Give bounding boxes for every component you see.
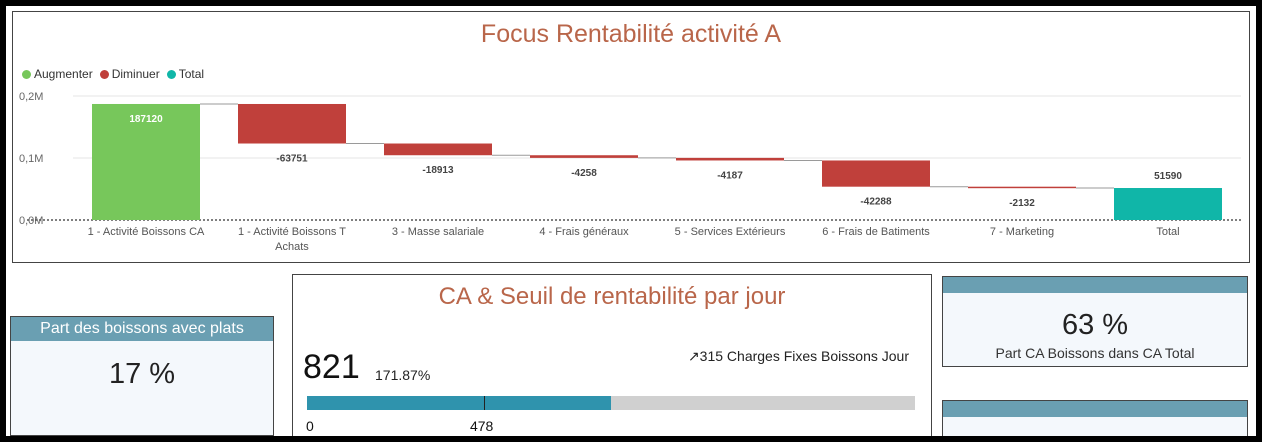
report-canvas: Focus Rentabilité activité A Augmenter Di…	[6, 6, 1256, 436]
legend-item[interactable]: Augmenter	[22, 67, 93, 81]
waterfall-visual[interactable]: Focus Rentabilité activité A Augmenter Di…	[12, 11, 1250, 263]
category-label: 7 - Marketing	[990, 226, 1054, 238]
chart-legend: Augmenter Diminuer Total	[22, 67, 204, 81]
gauge-value: 821	[303, 348, 360, 386]
waterfall-bar	[530, 155, 638, 158]
category-label: 5 - Services Extérieurs	[675, 226, 786, 238]
legend-dot-icon	[99, 69, 109, 79]
waterfall-bar	[92, 103, 200, 220]
card-header-bar	[943, 277, 1247, 293]
waterfall-bar	[676, 157, 784, 161]
y-tick-label: 0,0M	[19, 215, 43, 227]
gauge-marker-label: 478	[469, 418, 494, 434]
data-label: -4187	[717, 170, 743, 181]
data-label: -18913	[422, 165, 454, 176]
y-tick-label: 0,2M	[19, 91, 43, 103]
category-label: Achats	[275, 241, 309, 253]
data-label: 187120	[129, 114, 163, 125]
card-value: 17 %	[108, 358, 176, 390]
card-value: 63 %	[1061, 309, 1129, 341]
gauge-min-label: 0	[306, 418, 314, 434]
waterfall-chart: 0,0M 0,1M 0,2M 187120 1 - Activité Boissons …	[19, 91, 1241, 253]
legend-dot-icon	[22, 69, 31, 79]
data-label: -4258	[571, 168, 597, 179]
waterfall-bar	[1114, 188, 1222, 220]
gauge-target-marker	[483, 396, 485, 410]
chart-title: Focus Rentabilité activité A	[480, 20, 782, 48]
category-label: Total	[1156, 226, 1179, 238]
ca-gauge-visual[interactable]: CA & Seuil de rentabilité par jour 821 1…	[292, 274, 932, 436]
category-label: 4 - Frais généraux	[539, 226, 629, 238]
data-label: 51590	[1154, 171, 1182, 182]
waterfall-bar	[384, 143, 492, 156]
drinks-share-card[interactable]: 63 % Part CA Boissons dans CA Total	[942, 276, 1248, 367]
legend-label: Diminuer	[111, 67, 160, 81]
legend-label: Total	[178, 67, 205, 81]
data-label: -2132	[1009, 198, 1035, 209]
waterfall-bar	[822, 160, 930, 187]
data-label: -42288	[860, 197, 892, 208]
gauge-bar	[307, 396, 915, 410]
card-title: Part des boissons avec plats	[11, 317, 273, 341]
drinks-with-dishes-card[interactable]: Part des boissons avec plats 17 %	[10, 316, 274, 436]
card-header-bar	[943, 401, 1247, 417]
category-label: 1 - Activité Boissons T	[238, 226, 346, 238]
gauge-percent: 171.87%	[375, 367, 431, 383]
legend-item[interactable]: Total	[166, 67, 205, 81]
legend-label: Augmenter	[34, 67, 93, 81]
waterfall-bar	[238, 103, 346, 144]
y-tick-label: 0,1M	[19, 153, 43, 165]
gauge-target-text: ↗315 Charges Fixes Boissons Jour	[687, 348, 909, 364]
legend-item[interactable]: Diminuer	[99, 67, 160, 81]
data-label: -63751	[276, 154, 308, 165]
category-label: 3 - Masse salariale	[392, 226, 484, 238]
gauge-fill	[307, 396, 611, 410]
gauge-title: CA & Seuil de rentabilité par jour	[438, 283, 786, 310]
secondary-card[interactable]	[942, 400, 1248, 436]
card-label: Part CA Boissons dans CA Total	[995, 345, 1195, 361]
category-label: 6 - Frais de Batiments	[822, 226, 930, 238]
category-label: 1 - Activité Boissons CA	[88, 226, 205, 238]
waterfall-bar	[968, 186, 1076, 189]
legend-dot-icon	[166, 69, 176, 79]
